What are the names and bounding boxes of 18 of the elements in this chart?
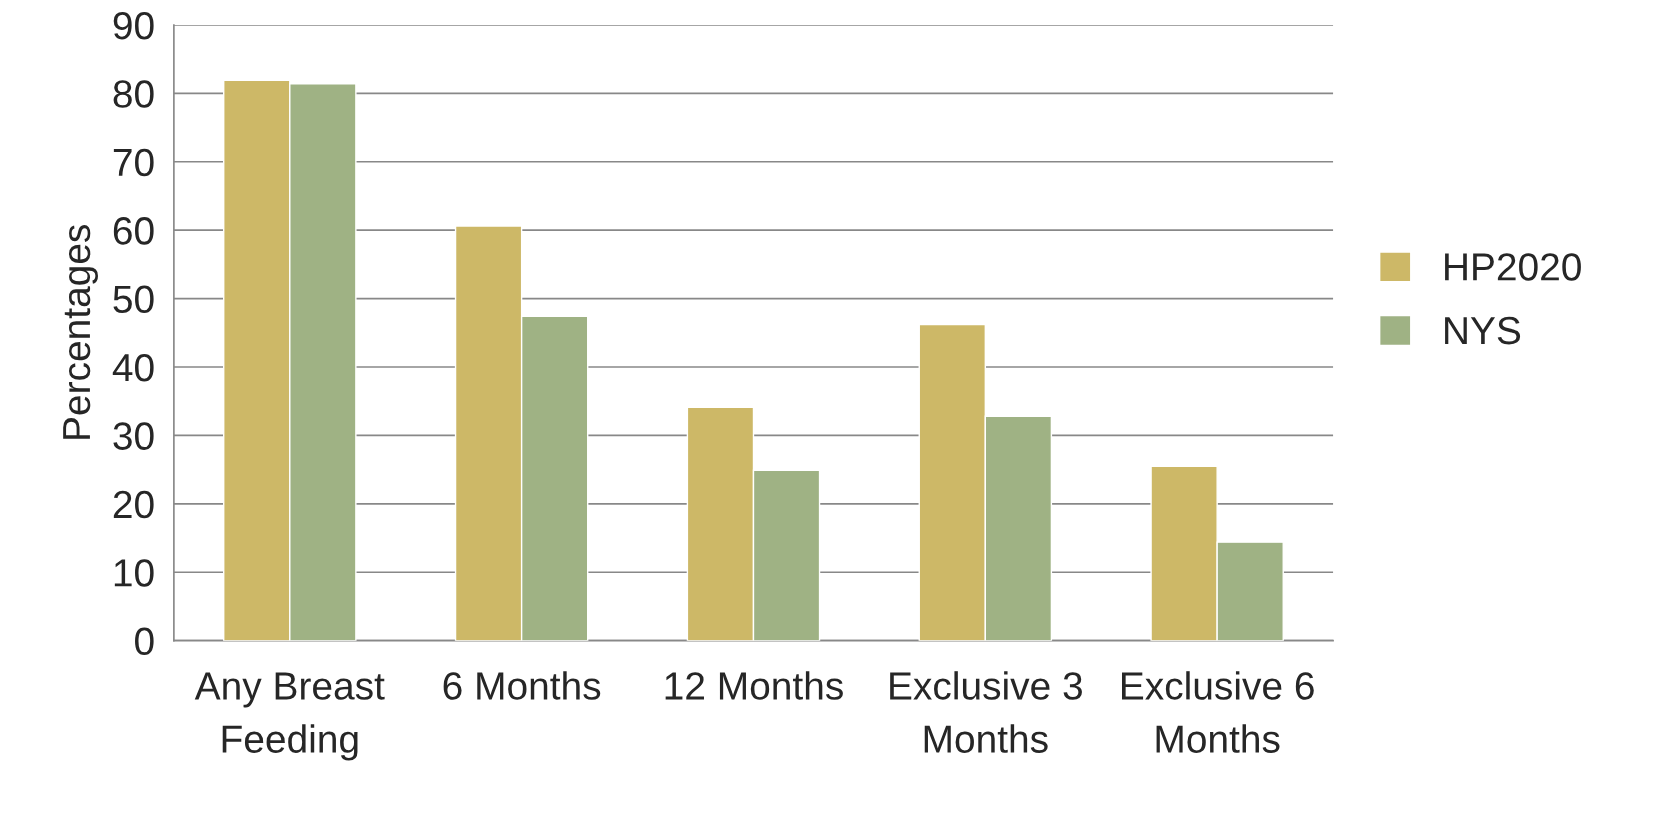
y-tick-label: 20 bbox=[113, 490, 154, 519]
y-tick-label: 80 bbox=[113, 80, 154, 108]
x-tick-label: Exclusive 6 Months bbox=[1122, 671, 1314, 753]
x-tick-label: Exclusive 3 Months bbox=[890, 671, 1082, 753]
y-tick-label: 70 bbox=[113, 148, 154, 177]
x-tick-label: 12 Months bbox=[665, 671, 843, 700]
y-tick-label: 0 bbox=[135, 627, 154, 656]
x-tick-label: Any Breast Feeding bbox=[194, 672, 385, 761]
y-axis-title: Percentages bbox=[63, 225, 98, 439]
y-tick-label: 90 bbox=[113, 11, 154, 40]
y-tick-label: 30 bbox=[113, 422, 154, 450]
y-tick-label: 60 bbox=[113, 217, 154, 245]
y-tick-label: 50 bbox=[113, 285, 154, 314]
legend-label: HP2020 bbox=[1445, 253, 1581, 281]
y-tick-label: 40 bbox=[112, 353, 154, 382]
legend-label: NYS bbox=[1445, 316, 1521, 345]
y-tick-label: 10 bbox=[114, 559, 154, 587]
x-tick-label: 6 Months bbox=[443, 671, 601, 700]
